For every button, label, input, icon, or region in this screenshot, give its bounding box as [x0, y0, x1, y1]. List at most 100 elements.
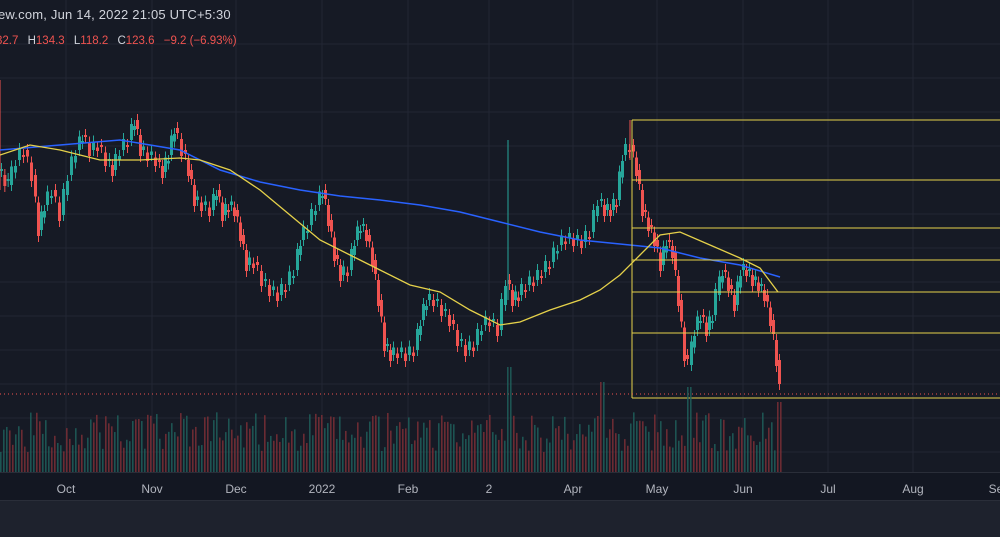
candle-body [532, 282, 535, 286]
candle-body [677, 276, 680, 306]
candle-body [508, 280, 511, 284]
candle-body [88, 142, 91, 156]
volume-bar [753, 441, 755, 472]
volume-bar [84, 448, 86, 472]
time-label-apr: Apr [563, 482, 583, 496]
volume-bar [333, 417, 335, 472]
candle-body [711, 321, 714, 323]
volume-bar [390, 430, 392, 472]
volume-bar [204, 417, 206, 472]
candle-body [492, 319, 495, 321]
candle-body [193, 185, 196, 206]
volume-bar [528, 450, 530, 472]
volume-bar [336, 438, 338, 472]
candle-body [572, 239, 575, 246]
volume-bar [696, 412, 698, 472]
candle-body [600, 199, 603, 201]
candle-body [544, 261, 547, 272]
candle-body [596, 206, 599, 216]
volume-bar [174, 432, 176, 472]
candle-body [150, 151, 153, 155]
candle-body [245, 250, 248, 271]
candle-body [564, 241, 567, 244]
volume-bar [648, 431, 650, 472]
volume-bar [678, 440, 680, 472]
volume-bar [585, 436, 587, 472]
candle-body [592, 210, 595, 232]
candle-body [146, 152, 149, 161]
volume-bar [54, 435, 56, 472]
candle-body [276, 292, 279, 301]
candle-body [236, 210, 239, 217]
candle-body [690, 341, 693, 365]
candle-body [576, 235, 579, 240]
volume-bar [462, 433, 464, 472]
candle-body [653, 232, 656, 246]
candle-body [621, 161, 624, 178]
volume-bar [201, 445, 203, 472]
candle-body [615, 205, 618, 207]
volume-bar [465, 439, 467, 472]
candle-body [432, 300, 435, 306]
candle-body [242, 235, 245, 244]
candle-body [464, 345, 467, 356]
candle-body [272, 286, 275, 290]
candle-body [754, 276, 757, 280]
volume-bar [219, 437, 221, 472]
candle-body [632, 145, 635, 152]
volume-bar [705, 415, 707, 472]
volume-bar [384, 447, 386, 472]
volume-bar [276, 434, 278, 472]
candle-body [368, 235, 371, 242]
candle-body [58, 202, 61, 221]
volume-bar [222, 440, 224, 472]
volume-bar [39, 421, 41, 472]
volume-bar [324, 428, 326, 472]
chart-pane[interactable] [0, 0, 1000, 472]
volume-bar [246, 422, 248, 472]
volume-bar [450, 423, 452, 472]
time-axis[interactable]: Oct Nov Dec 2022 Feb 2 Apr May Jun Jul A… [0, 472, 1000, 501]
candle-body [136, 120, 139, 129]
candle-body [306, 231, 309, 233]
candle-body [50, 196, 53, 198]
candle-body [66, 181, 69, 195]
candle-body [460, 339, 463, 341]
price-chart[interactable] [0, 0, 1000, 472]
candle-body [696, 316, 699, 330]
candle-body [6, 179, 10, 181]
candle-body [745, 270, 748, 276]
volume-bar [318, 417, 320, 472]
candle-body [346, 272, 349, 276]
volume-bar [399, 422, 401, 472]
candle-body [0, 169, 3, 171]
volume-bar [477, 425, 479, 472]
volume-bar [63, 451, 65, 472]
volume-bar [36, 412, 38, 472]
candle-body [133, 126, 136, 130]
volume-bar [111, 426, 113, 472]
volume-bar [195, 426, 197, 472]
volume-bar [87, 437, 89, 472]
candle-body [142, 146, 145, 150]
candle-body [383, 322, 386, 351]
volume-bar [129, 441, 131, 472]
volume-bar [405, 428, 407, 472]
candle-body [339, 265, 342, 281]
candle-body [718, 276, 721, 295]
volume-bar [99, 432, 101, 472]
time-label-dec: Dec [225, 482, 247, 496]
ohlc-close-value: 123.6 [125, 35, 155, 47]
volume-bar [162, 448, 164, 472]
volume-bar [387, 412, 389, 472]
candle-body [22, 155, 25, 157]
candle-body [126, 145, 129, 147]
volume-bar [213, 420, 215, 472]
volume-bar [297, 450, 299, 472]
volume-bar [30, 412, 32, 472]
volume-bar [363, 447, 365, 472]
candle-body [705, 322, 708, 336]
volume-bar [357, 422, 359, 472]
volume-bar [522, 436, 524, 472]
volume-bar [513, 415, 515, 472]
